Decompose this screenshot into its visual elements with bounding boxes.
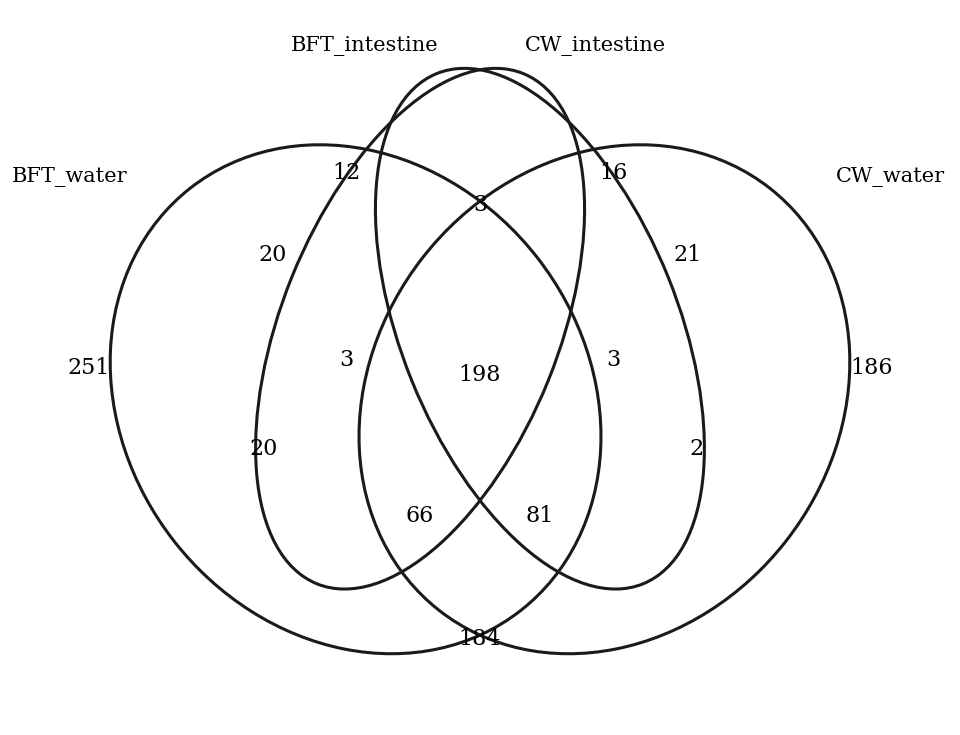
Text: 3: 3 — [607, 349, 621, 371]
Text: 3: 3 — [473, 194, 487, 216]
Text: CW_intestine: CW_intestine — [524, 37, 666, 57]
Text: 184: 184 — [459, 628, 501, 650]
Text: 81: 81 — [526, 505, 554, 527]
Text: 198: 198 — [459, 364, 501, 386]
Text: 66: 66 — [406, 505, 434, 527]
Text: CW_water: CW_water — [835, 167, 945, 187]
Text: BFT_water: BFT_water — [12, 167, 128, 187]
Text: 16: 16 — [599, 162, 628, 184]
Text: 2: 2 — [689, 437, 704, 459]
Text: 186: 186 — [851, 356, 893, 379]
Text: 20: 20 — [258, 243, 287, 265]
Text: 12: 12 — [332, 162, 361, 184]
Text: 251: 251 — [67, 356, 109, 379]
Text: 3: 3 — [339, 349, 353, 371]
Text: 21: 21 — [673, 243, 702, 265]
Text: BFT_intestine: BFT_intestine — [291, 37, 439, 57]
Text: 20: 20 — [250, 437, 277, 459]
